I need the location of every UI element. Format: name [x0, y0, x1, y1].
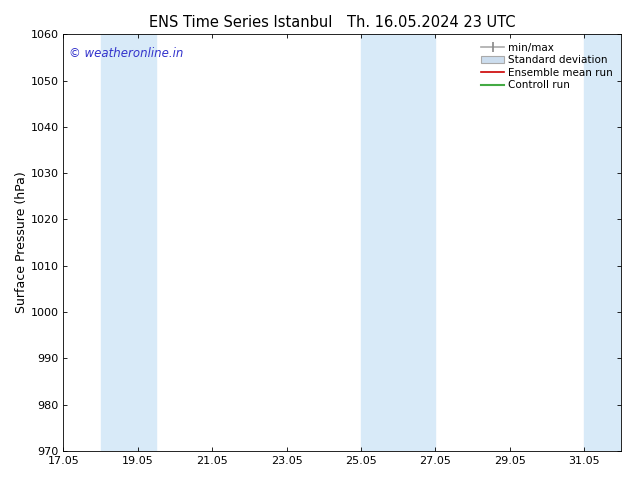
Text: ENS Time Series Istanbul: ENS Time Series Istanbul: [149, 15, 333, 30]
Text: © weatheronline.in: © weatheronline.in: [69, 47, 183, 60]
Legend: min/max, Standard deviation, Ensemble mean run, Controll run: min/max, Standard deviation, Ensemble me…: [478, 40, 616, 94]
Bar: [101, 34, 157, 451]
Bar: [584, 34, 621, 451]
Bar: [361, 34, 436, 451]
Y-axis label: Surface Pressure (hPa): Surface Pressure (hPa): [15, 172, 28, 314]
Text: Th. 16.05.2024 23 UTC: Th. 16.05.2024 23 UTC: [347, 15, 515, 30]
